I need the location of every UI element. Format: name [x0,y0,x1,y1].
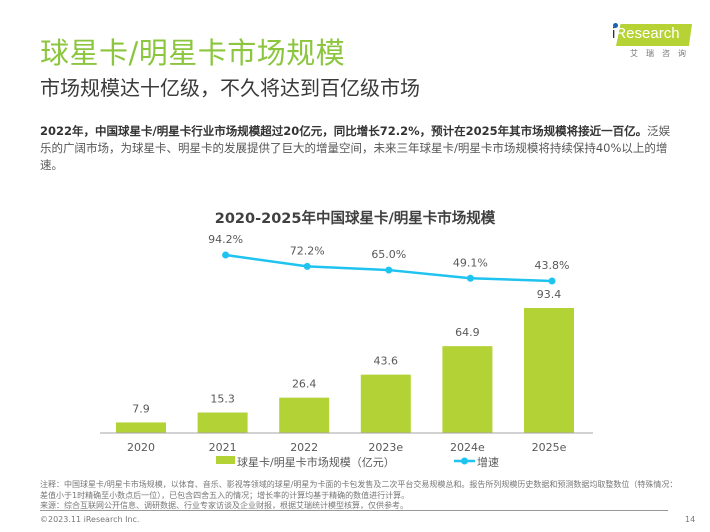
bar [442,346,493,433]
legend-bar-label: 球星卡/明星卡市场规模（亿元） [237,455,395,469]
bar [279,397,330,433]
bar-value-label: 26.4 [292,378,317,391]
growth-point [303,262,311,270]
growth-point [222,251,230,259]
bar [197,412,248,433]
bar [360,374,411,433]
summary-text: 2022年，中国球星卡/明星卡行业市场规模超过20亿元，同比增长72.2%，预计… [40,123,680,174]
logo-banner [616,24,692,46]
bar-value-label: 64.9 [455,326,480,339]
page-subtitle: 市场规模达十亿级，不久将达到百亿级市场 [40,76,420,100]
page-number: 14 [685,515,696,524]
summary-normal: 泛娱乐的广阔市场，为球星卡、明星卡的发展提供了巨大的增量空间，未来三年球星卡/明… [40,124,671,172]
bar-value-label: 43.6 [374,355,399,368]
bar [524,308,574,433]
bar [116,422,166,433]
combo-chart: 7.9 15.3 26.4 43.6 64.9 93.4 2020 2021 2022 2023… [100,233,593,469]
x-tick-label: 2020 [127,441,155,454]
bar-value-label: 93.4 [537,288,562,301]
summary-bold: 2022年，中国球星卡/明星卡行业市场规模超过20亿元，同比增长72.2%，预计… [40,124,648,138]
footnote-line: 注释：中国球星卡/明星卡市场规模，以体育、音乐、影视等领域的球星/明星为卡面的卡… [40,480,678,489]
footer-divider [40,510,668,511]
footnote-line: 差值小于1时精确至小数点后一位），已包含四舍五入的情况；增长率的计算均基于精确的… [40,490,410,500]
growth-value-label: 43.8% [535,259,570,272]
x-tick-label: 2023e [368,441,403,454]
copyright: ©2023.11 iResearch Inc. [40,515,140,524]
legend-line-label: 增速 [477,455,499,469]
footnotes: 注释：中国球星卡/明星卡市场规模，以体育、音乐、影视等领域的球星/明星为卡面的卡… [40,480,680,512]
legend-line-marker [461,457,468,465]
x-tick-label: 2025e [532,441,567,454]
page-title: 球星卡/明星卡市场规模 [40,36,346,70]
growth-point [548,277,556,285]
growth-value-label: 65.0% [371,248,406,261]
iresearch-logo: iResearch 艾瑞咨询 [606,23,694,58]
growth-point [385,266,393,274]
bar-value-label: 15.3 [210,393,235,406]
x-tick-label: 2021 [209,441,237,454]
chart-title: 2020-2025年中国球星卡/明星卡市场规模 [214,211,496,227]
growth-value-label: 72.2% [290,244,325,257]
legend-bar-swatch [216,456,235,464]
growth-value-label: 94.2% [208,233,243,246]
footnote-line: 来源：综合互联网公开信息、调研数据、行业专家访谈及企业财报，根据艾瑞统计模型核算… [40,501,408,510]
logo-dot-icon [613,23,618,28]
bar-value-label: 7.9 [132,402,150,415]
growth-point [466,274,474,282]
growth-value-label: 49.1% [453,256,488,269]
x-tick-label: 2022 [290,441,318,454]
logo-chinese-name: 艾瑞咨询 [630,49,694,58]
logo-wordmark: iResearch [612,25,680,42]
x-tick-label: 2024e [450,441,485,454]
